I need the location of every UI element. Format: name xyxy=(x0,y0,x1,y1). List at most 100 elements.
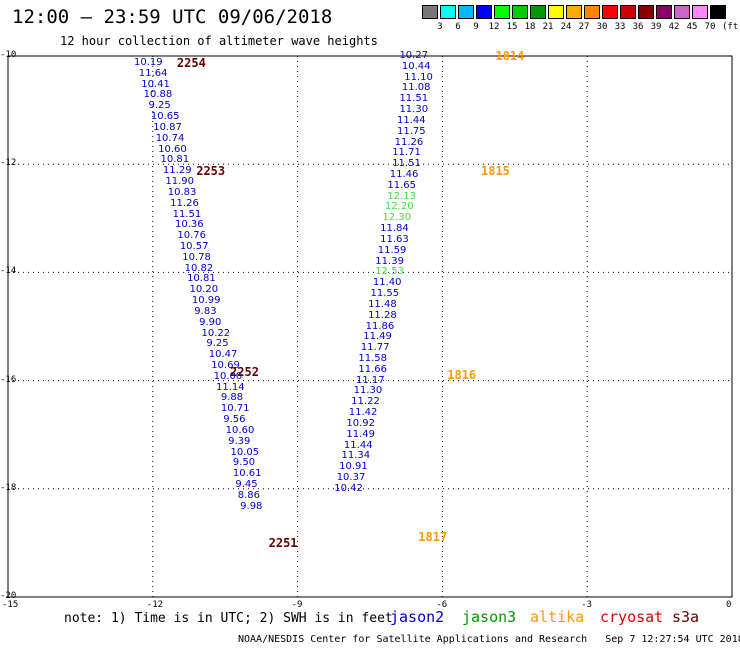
legend-swatch xyxy=(548,5,564,19)
x-tick-label: 0 xyxy=(726,600,732,610)
track-1814-swh-value: 12.13 xyxy=(387,190,416,202)
track-2254-swh-value: 9.25 xyxy=(148,100,171,112)
legend-swatch xyxy=(656,5,672,19)
track-1814-swh-value: 11.34 xyxy=(341,450,371,462)
x-tick-label: -3 xyxy=(581,600,593,610)
page-title: 12:00 – 23:59 UTC 09/06/2018 xyxy=(12,6,333,28)
legend-label: 27 xyxy=(578,22,590,32)
track-1814-swh-value: 11.77 xyxy=(360,342,390,354)
track-1814-swh-value: 10.92 xyxy=(346,417,375,429)
legend-label: 18 xyxy=(524,22,536,32)
track-2254-swh-value: 9.39 xyxy=(228,435,251,447)
satellite-label: s3a xyxy=(672,608,700,626)
legend-swatch xyxy=(458,5,474,19)
satellite-label: altika xyxy=(530,608,585,626)
satellite-label: jason3 xyxy=(462,608,517,626)
track-1814-swh-value: 11.59 xyxy=(377,244,407,256)
legend-label: 6 xyxy=(455,22,461,32)
pass-label: 1815 xyxy=(481,164,510,179)
track-1814-swh-value: 11.17 xyxy=(356,374,385,386)
satellite-label: jason2 xyxy=(390,608,445,626)
legend-label: 15 xyxy=(506,22,518,32)
track-1814-swh-value: 11.75 xyxy=(397,125,426,137)
track-1814-swh-value: 11.39 xyxy=(375,255,404,267)
track-2254-swh-value: 10.22 xyxy=(201,327,231,339)
legend-swatch xyxy=(620,5,636,19)
y-tick-label: -14 xyxy=(0,266,17,277)
track-1814-swh-value: 11.86 xyxy=(365,320,395,332)
legend-swatch xyxy=(710,5,726,19)
track-1814-swh-value: 10.42 xyxy=(334,482,363,494)
track-2254-swh-value: 10.19 xyxy=(133,57,163,69)
track-2254-swh-value: 11.26 xyxy=(170,197,199,209)
track-2254-swh-value: 9.50 xyxy=(232,457,256,469)
pass-label: 2254 xyxy=(176,56,206,71)
legend-swatch xyxy=(638,5,654,19)
track-1814-swh-value: 11.66 xyxy=(358,363,388,375)
track-2254-swh-value: 10.60 xyxy=(158,143,187,155)
track-2254-swh-value: 8.86 xyxy=(237,489,260,501)
track-2254-swh-value: 9.45 xyxy=(235,479,258,490)
track-2254-swh-value: 10.36 xyxy=(175,219,204,231)
track-2254-swh-value: 9.25 xyxy=(206,338,229,350)
track-2254-swh-value: 11.64 xyxy=(138,67,168,79)
footer-credit: NOAA/NESDIS Center for Satellite Applica… xyxy=(238,634,740,645)
legend-swatch xyxy=(566,5,582,19)
y-tick-label: -16 xyxy=(0,374,17,385)
legend-label: 9 xyxy=(473,22,479,32)
legend-swatch xyxy=(674,5,690,19)
track-2254-swh-value: 10.74 xyxy=(155,132,185,144)
track-2254-swh-value: 11.14 xyxy=(216,381,245,393)
map-border xyxy=(7,55,733,598)
pass-label: 2252 xyxy=(230,365,259,380)
y-tick-label: -10 xyxy=(0,50,17,60)
y-tick-label: -18 xyxy=(0,482,17,493)
track-2254-swh-value: 9.56 xyxy=(223,414,246,426)
track-2254-swh-value: 11.90 xyxy=(165,176,194,188)
track-1814-swh-value: 11.44 xyxy=(343,439,373,451)
track-2254-swh-value: 10.20 xyxy=(189,284,219,296)
pass-label: 1814 xyxy=(495,49,525,63)
track-2254-swh-value: 10.57 xyxy=(179,240,209,252)
track-1814-swh-value: 11.26 xyxy=(394,136,424,148)
legend-swatch xyxy=(602,5,618,19)
track-1814-swh-value: 11.84 xyxy=(380,223,409,235)
track-1814-swh-value: 11.49 xyxy=(346,428,375,440)
track-1814-swh-value: 10.27 xyxy=(399,50,429,61)
track-2254-swh-value: 10.41 xyxy=(141,78,170,90)
satellite-label: cryosat xyxy=(600,608,664,626)
page-subtitle: 12 hour collection of altimeter wave hei… xyxy=(60,34,378,48)
track-1814-swh-value: 11.28 xyxy=(368,309,397,321)
x-tick-label: -6 xyxy=(436,600,448,610)
pass-label: 1817 xyxy=(418,530,448,545)
track-1814-swh-value: 11.08 xyxy=(401,82,431,94)
legend-label: 45 xyxy=(686,22,698,32)
pass-label: 1816 xyxy=(447,368,477,383)
legend-label: 3 xyxy=(437,22,443,32)
track-2254-swh-value: 10.87 xyxy=(153,121,182,133)
legend-label: 36 xyxy=(632,22,644,32)
footer-note: note: 1) Time is in UTC; 2) SWH is in fe… xyxy=(64,611,393,626)
track-2254-swh-value: 9.98 xyxy=(240,500,263,512)
track-1814-swh-value: 11.46 xyxy=(389,169,419,181)
track-1814-swh-value: 11.30 xyxy=(353,385,383,397)
track-2254-swh-value: 10.60 xyxy=(225,424,255,436)
legend-label: 42 xyxy=(668,22,680,32)
legend-swatch xyxy=(422,5,438,19)
track-2254-swh-value: 10.00 xyxy=(213,370,243,382)
track-2254-swh-value: 11.29 xyxy=(162,165,192,177)
track-1814-swh-value: 11.40 xyxy=(372,277,402,289)
legend-swatch xyxy=(512,5,528,19)
track-2254-swh-value: 9.90 xyxy=(199,316,222,328)
track-1814-swh-value: 11.51 xyxy=(399,93,429,105)
track-2254-swh-value: 10.83 xyxy=(167,186,197,198)
legend-label: 39 xyxy=(650,22,662,32)
track-1814-swh-value: 10.91 xyxy=(339,461,368,473)
track-2254-swh-value: 10.82 xyxy=(184,262,214,274)
credit-text: NOAA/NESDIS Center for Satellite Applica… xyxy=(238,634,588,645)
track-1814-swh-value: 11.10 xyxy=(404,71,433,83)
track-2254-swh-value: 10.88 xyxy=(143,89,173,101)
legend-swatch xyxy=(494,5,510,19)
track-2254-swh-value: 9.88 xyxy=(220,392,244,404)
